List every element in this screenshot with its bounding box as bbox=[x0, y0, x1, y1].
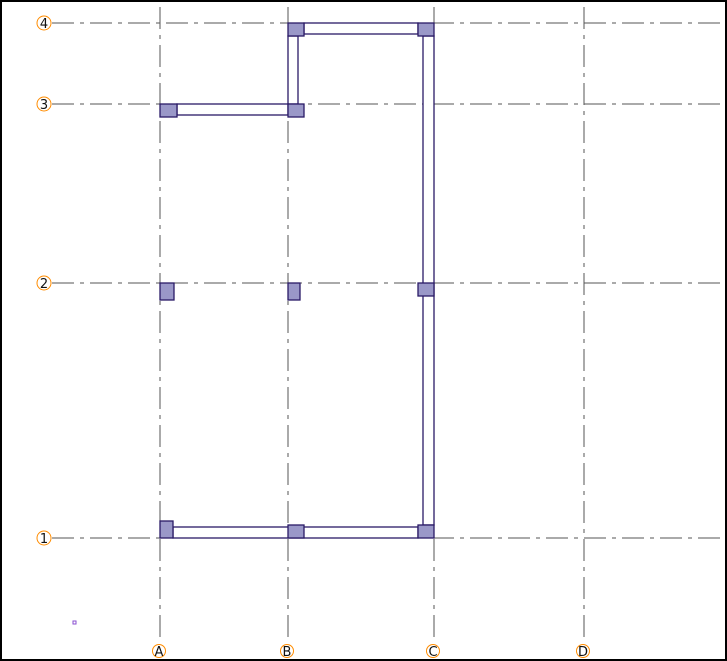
axis-label-D: D bbox=[578, 645, 588, 660]
axis-bubble-4 bbox=[36, 15, 52, 31]
column-1C bbox=[417, 524, 435, 539]
axis-bubble-D bbox=[576, 644, 590, 658]
wall-2 bbox=[176, 103, 289, 116]
column-4B bbox=[287, 22, 305, 37]
axis-bubble-1 bbox=[36, 530, 52, 546]
column-2C bbox=[417, 282, 435, 297]
wall-3 bbox=[422, 35, 435, 526]
axis-label-C: C bbox=[428, 645, 437, 660]
column-4C bbox=[417, 22, 435, 37]
axis-label-1: 1 bbox=[40, 532, 48, 547]
axis-label-A: A bbox=[155, 645, 164, 660]
axis-bubble-B bbox=[280, 644, 294, 658]
axis-bubble-C bbox=[426, 644, 440, 658]
point-marker bbox=[72, 620, 77, 625]
column-1B bbox=[287, 524, 305, 539]
column-3A bbox=[159, 103, 178, 118]
wall-0 bbox=[303, 22, 419, 35]
column-2A bbox=[159, 282, 175, 301]
column-1A bbox=[159, 520, 174, 539]
wall-1 bbox=[287, 35, 299, 105]
axis-bubble-3 bbox=[36, 96, 52, 112]
axis-bubble-2 bbox=[36, 275, 52, 291]
axis-label-4: 4 bbox=[40, 17, 48, 32]
axis-label-2: 2 bbox=[40, 277, 48, 292]
column-3B bbox=[287, 103, 305, 118]
axis-label-B: B bbox=[283, 645, 292, 660]
column-2B bbox=[287, 282, 301, 301]
axis-bubble-A bbox=[152, 644, 166, 658]
axis-label-3: 3 bbox=[40, 98, 48, 113]
